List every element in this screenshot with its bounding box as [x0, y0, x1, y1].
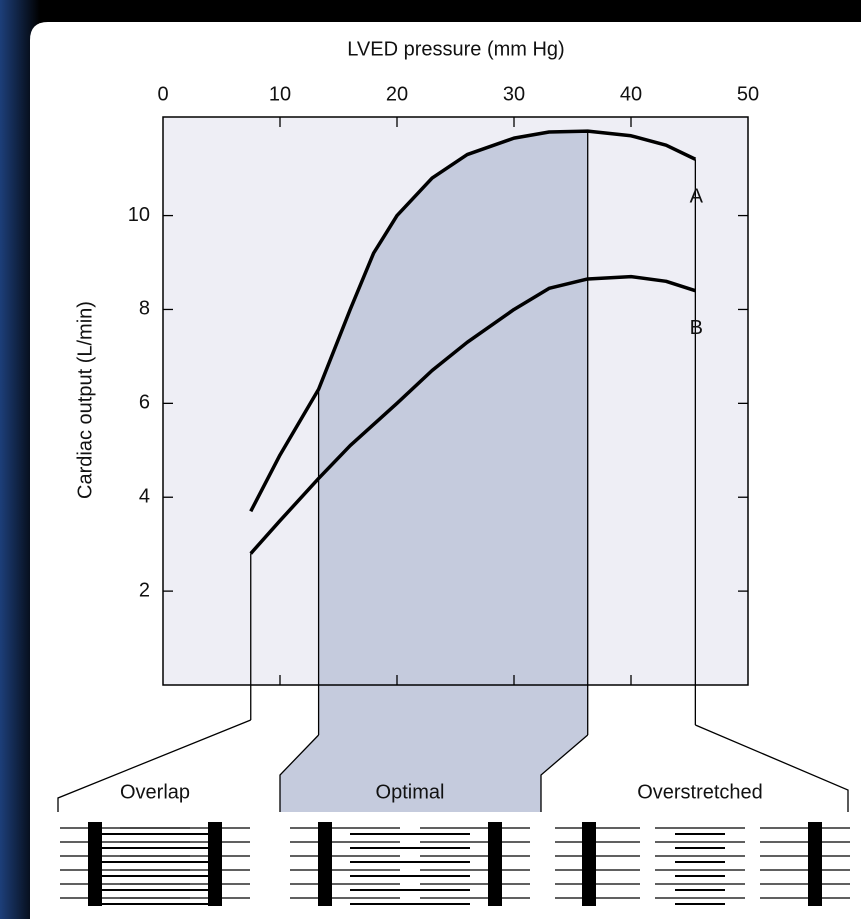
y-axis-label: Cardiac output (L/min): [74, 301, 96, 499]
x-tick-label: 10: [269, 83, 291, 105]
curve-label: A: [690, 186, 704, 208]
plot-frame: [162, 116, 749, 686]
zone-label: Optimal: [376, 781, 445, 803]
x-tick-label: 40: [620, 83, 642, 105]
z-disc: [88, 822, 102, 906]
z-disc: [318, 822, 332, 906]
optimal-region: [318, 131, 588, 685]
plot-layer: Overlap Optimal Overstretched 0 10 20 30 40 50 2 4…: [57, 83, 850, 906]
y-tick-label: 4: [139, 486, 150, 508]
curve: [249, 129, 697, 513]
y-tick-label: 2: [139, 579, 150, 601]
y-tick-label: 8: [139, 298, 150, 320]
zone-label: Overstretched: [637, 781, 763, 803]
z-disc: [582, 822, 596, 906]
y-tick-label: 6: [139, 392, 150, 414]
x-tick-label: 50: [737, 83, 759, 105]
x-tick-label: 30: [503, 83, 525, 105]
y-tick-label: 10: [128, 204, 150, 226]
x-axis-label: LVED pressure (mm Hg): [347, 38, 564, 60]
bracket: [279, 734, 320, 812]
bracket: [540, 734, 589, 812]
curve: [249, 274, 696, 555]
optimal-funnel: [280, 685, 588, 812]
bracket: [695, 724, 849, 812]
x-tick-label: 0: [157, 83, 168, 105]
z-disc: [808, 822, 822, 906]
x-tick-label: 20: [386, 83, 408, 105]
z-disc: [488, 822, 502, 906]
z-disc: [208, 822, 222, 906]
curve-label: B: [690, 317, 703, 339]
zone-label: Overlap: [120, 781, 190, 803]
bracket: [57, 719, 251, 812]
